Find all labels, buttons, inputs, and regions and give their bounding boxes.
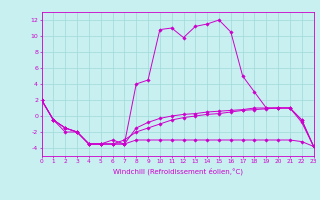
X-axis label: Windchill (Refroidissement éolien,°C): Windchill (Refroidissement éolien,°C) — [113, 167, 243, 175]
